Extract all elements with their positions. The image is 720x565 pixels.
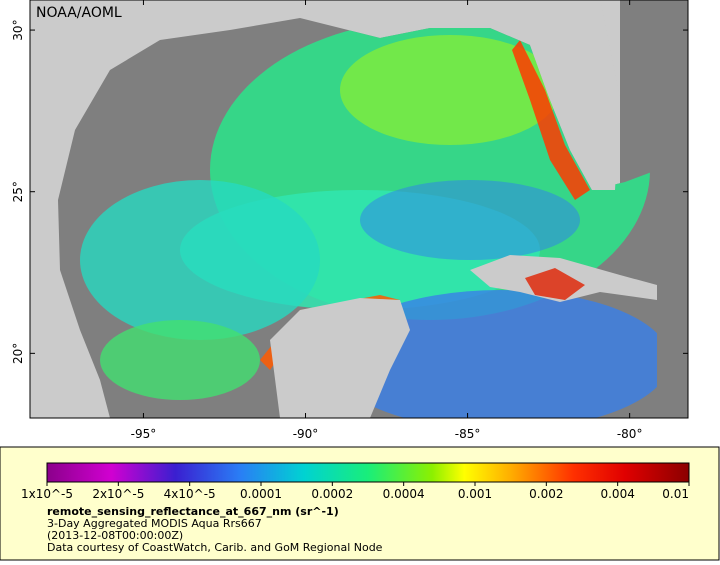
legend-line: 3-Day Aggregated MODIS Aqua Rrs667 bbox=[47, 517, 262, 530]
no-data-strip bbox=[657, 0, 688, 418]
map-frame bbox=[29, 0, 689, 419]
reflectance-field bbox=[80, 20, 657, 418]
colorbar-label: 4x10^-5 bbox=[164, 487, 216, 501]
florida bbox=[530, 0, 620, 190]
lat-tick-label: 25° bbox=[11, 181, 25, 202]
lon-tick-label: -80° bbox=[617, 427, 643, 441]
legend-line: Data courtesy of CoastWatch, Carib. and … bbox=[47, 541, 383, 554]
cuba-shelf bbox=[525, 268, 585, 300]
colorbar-label: 1x10^-5 bbox=[21, 487, 73, 501]
lon-tick-label: -95° bbox=[131, 427, 157, 441]
colorbar bbox=[46, 462, 690, 483]
lon-tick-label: -90° bbox=[293, 427, 319, 441]
lat-tick-label: 20° bbox=[11, 343, 25, 364]
colorbar-label: 0.0004 bbox=[383, 487, 425, 501]
lon-tick-label: -85° bbox=[455, 427, 481, 441]
colorbar-label: 0.0002 bbox=[311, 487, 353, 501]
yucatan bbox=[270, 298, 410, 418]
colorbar-label: 0.004 bbox=[600, 487, 634, 501]
legend-line: (2013-12-08T00:00:00Z) bbox=[47, 529, 183, 542]
colorbar-label: 2x10^-5 bbox=[92, 487, 144, 501]
lat-tick-label: 30° bbox=[11, 19, 25, 40]
colorbar-label: 0.001 bbox=[458, 487, 492, 501]
colorbar-label: 0.01 bbox=[662, 487, 689, 501]
colorbar-label: 0.002 bbox=[529, 487, 563, 501]
legend-variable: remote_sensing_reflectance_at_667_nm (sr… bbox=[47, 505, 339, 518]
credit: NOAA/AOML bbox=[36, 5, 122, 21]
colorbar-label: 0.0001 bbox=[240, 487, 282, 501]
map-area bbox=[30, 0, 688, 418]
